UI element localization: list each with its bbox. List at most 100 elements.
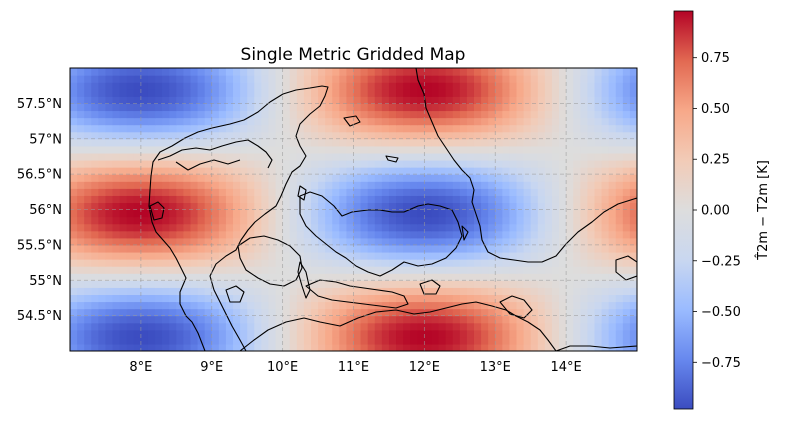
- heat-cell: [473, 131, 482, 140]
- heat-cell: [481, 343, 489, 351]
- heat-cell: [573, 103, 581, 112]
- heat-cell: [559, 188, 567, 196]
- heat-cell: [360, 294, 369, 303]
- heat-cell: [452, 131, 461, 140]
- heat-cell: [318, 181, 326, 189]
- heat-cell: [296, 89, 305, 97]
- heat-cell: [98, 308, 107, 317]
- heat-cell: [495, 251, 503, 260]
- heat-cell: [488, 308, 496, 317]
- heat-cell: [268, 159, 277, 168]
- heat-cell: [119, 336, 128, 345]
- heat-cell: [176, 195, 184, 204]
- heat-cell: [396, 89, 404, 97]
- heat-cell: [509, 96, 518, 104]
- heat-cell: [544, 259, 553, 267]
- heat-cell: [112, 195, 121, 204]
- heat-cell: [254, 322, 262, 331]
- heat-cell: [268, 259, 277, 267]
- heat-cell: [424, 301, 433, 310]
- heat-cell: [183, 152, 192, 161]
- heat-cell: [204, 287, 213, 296]
- heat-cell: [587, 294, 596, 303]
- heat-cell: [530, 216, 539, 225]
- colorbar-tick-label: −0.75: [701, 356, 741, 371]
- heat-cell: [459, 96, 468, 104]
- heat-cell: [254, 138, 262, 147]
- heat-cell: [608, 266, 617, 274]
- heat-cell: [523, 145, 532, 154]
- heat-cell: [147, 223, 156, 232]
- heat-cell: [218, 181, 227, 189]
- heat-cell: [431, 322, 440, 331]
- heat-cell: [183, 124, 192, 133]
- heat-cell: [176, 223, 184, 232]
- heat-cell: [381, 82, 390, 90]
- heat-cell: [268, 145, 277, 154]
- heat-cell: [452, 117, 461, 126]
- heat-cell: [332, 273, 340, 281]
- heat-cell: [374, 174, 383, 182]
- heat-cell: [516, 110, 525, 119]
- heat-cell: [91, 343, 99, 351]
- heat-cell: [197, 294, 206, 303]
- heat-cell: [367, 336, 376, 345]
- heat-cell: [396, 273, 404, 281]
- heat-cell: [240, 152, 248, 161]
- heat-cell: [240, 159, 248, 168]
- heat-cell: [580, 259, 588, 267]
- heat-cell: [197, 322, 206, 331]
- heat-cell: [424, 343, 433, 351]
- heat-cell: [140, 237, 149, 246]
- heat-cell: [388, 230, 397, 239]
- heat-cell: [147, 336, 156, 345]
- heat-cell: [247, 237, 255, 246]
- heat-cell: [162, 110, 170, 119]
- heat-cell: [481, 251, 489, 260]
- heat-cell: [523, 131, 532, 140]
- heat-cell: [275, 202, 284, 211]
- heat-cell: [559, 308, 567, 317]
- heat-cell: [530, 266, 539, 274]
- heat-cell: [112, 110, 121, 119]
- heat-cell: [275, 181, 284, 189]
- heat-cell: [367, 75, 376, 83]
- heat-cell: [424, 96, 433, 104]
- heat-cell: [233, 343, 241, 351]
- heat-cell: [473, 301, 482, 310]
- heat-cell: [84, 230, 92, 239]
- heat-cell: [325, 138, 333, 147]
- heat-cell: [396, 209, 404, 218]
- heat-cell: [523, 251, 532, 260]
- heat-cell: [544, 343, 553, 351]
- heat-cell: [431, 103, 440, 112]
- heat-cell: [169, 103, 177, 112]
- heat-cell: [587, 308, 596, 317]
- heat-cell: [516, 322, 525, 331]
- heat-cell: [509, 82, 518, 90]
- heat-cell: [346, 195, 355, 204]
- heat-cell: [403, 181, 411, 189]
- heat-cell: [403, 131, 411, 140]
- heat-cell: [523, 315, 532, 324]
- heat-cell: [622, 89, 631, 97]
- heat-cell: [140, 251, 149, 260]
- heat-cell: [559, 103, 567, 112]
- heat-cell: [126, 89, 135, 97]
- heat-cell: [466, 167, 475, 175]
- heat-cell: [523, 75, 532, 83]
- heat-cell: [91, 259, 99, 267]
- heat-cell: [140, 301, 149, 310]
- heat-cell: [544, 124, 553, 133]
- heat-cell: [105, 294, 114, 303]
- heat-cell: [424, 287, 433, 296]
- heat-cell: [254, 103, 262, 112]
- heat-cell: [530, 174, 539, 182]
- heat-cell: [183, 322, 192, 331]
- heat-cell: [544, 287, 553, 296]
- heat-cell: [77, 174, 85, 182]
- heat-cell: [410, 181, 418, 189]
- heat-cell: [233, 89, 241, 97]
- heat-cell: [388, 209, 397, 218]
- heat-cell: [346, 259, 355, 267]
